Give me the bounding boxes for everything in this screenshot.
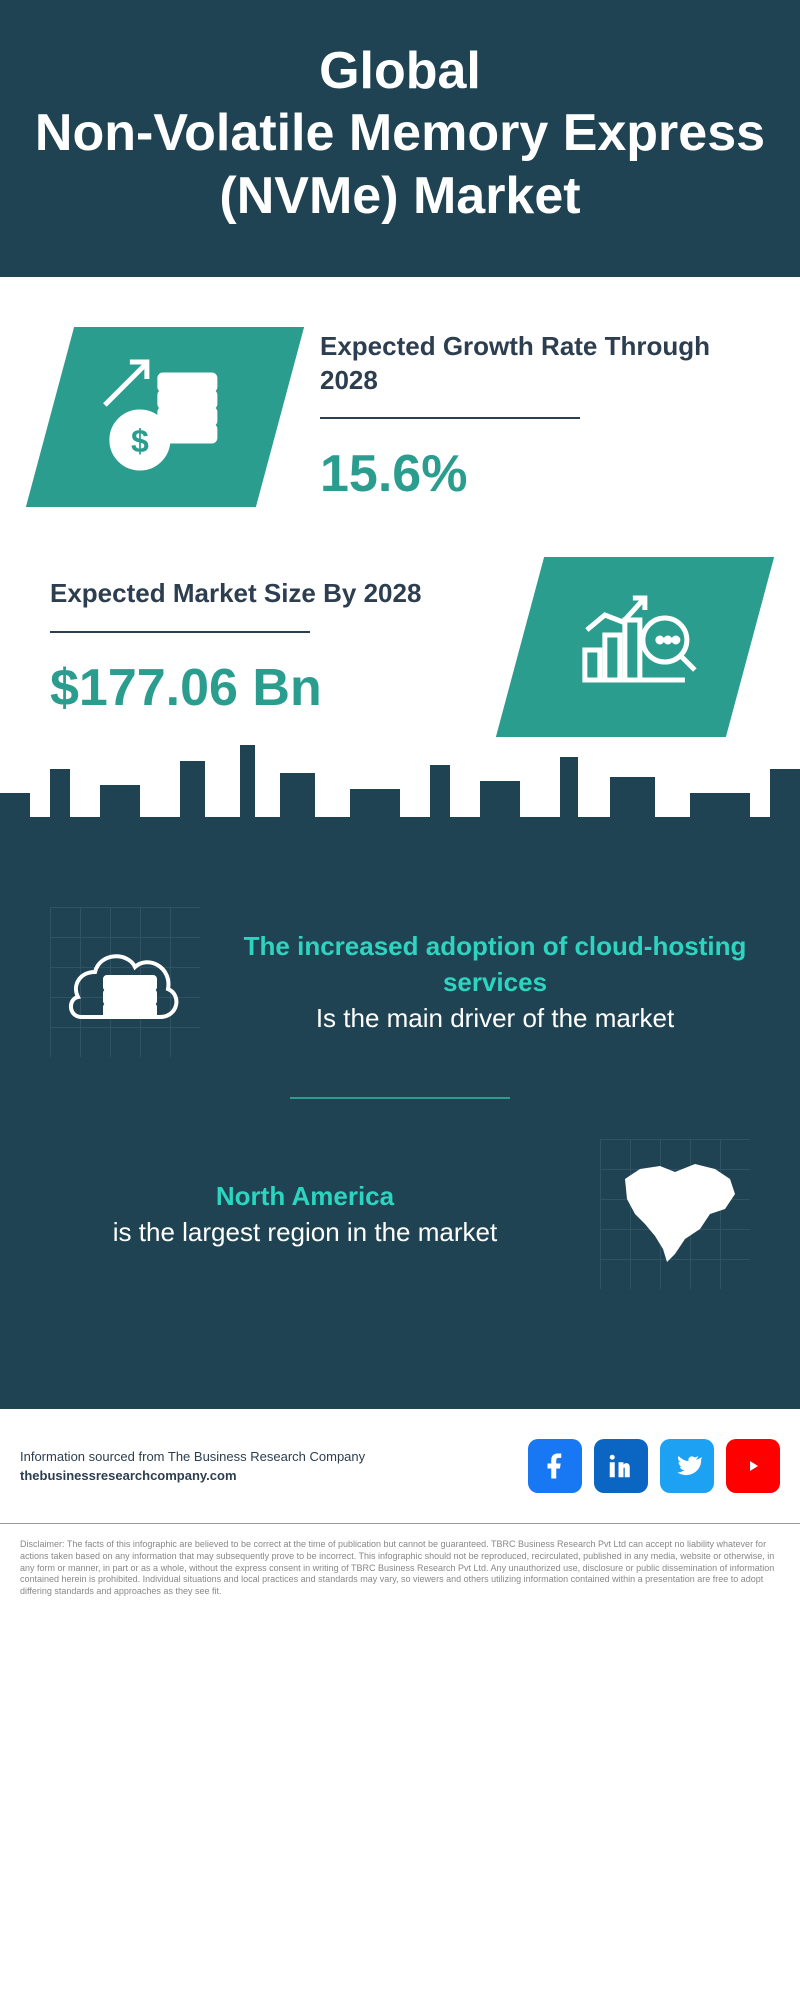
stat-row-growth: $ Expected Growth Rate Through 2028 15.6… — [50, 327, 750, 507]
linkedin-icon[interactable] — [594, 1439, 648, 1493]
insight-region: North America is the largest region in t… — [50, 1139, 750, 1289]
divider — [320, 417, 580, 419]
social-icons — [528, 1439, 780, 1493]
skyline-graphic — [0, 817, 800, 877]
header: Global Non-Volatile Memory Express (NVMe… — [0, 0, 800, 277]
analytics-icon — [565, 580, 705, 715]
growth-icon-container: $ — [26, 327, 304, 507]
analytics-icon-container — [496, 557, 774, 737]
source-line2: thebusinessresearchcompany.com — [20, 1466, 365, 1486]
twitter-icon[interactable] — [660, 1439, 714, 1493]
stat-growth-label: Expected Growth Rate Through 2028 — [320, 330, 750, 398]
stat-row-size: Expected Market Size By 2028 $177.06 Bn — [50, 557, 750, 737]
svg-text:$: $ — [131, 423, 149, 459]
insight-driver-body: Is the main driver of the market — [240, 1000, 750, 1036]
stat-growth-value: 15.6% — [320, 444, 750, 504]
insight-driver-highlight: The increased adoption of cloud-hosting … — [240, 928, 750, 1001]
stat-size-value: $177.06 Bn — [50, 658, 480, 718]
title-line1: Global — [319, 42, 481, 100]
divider-teal — [290, 1097, 510, 1099]
footer: Information sourced from The Business Re… — [0, 1409, 800, 1523]
disclaimer: Disclaimer: The facts of this infographi… — [0, 1523, 800, 1627]
stats-section: $ Expected Growth Rate Through 2028 15.6… — [0, 277, 800, 817]
cloud-server-icon — [50, 907, 200, 1057]
insight-region-body: is the largest region in the market — [113, 1217, 497, 1247]
source-text: Information sourced from The Business Re… — [20, 1447, 365, 1486]
page-title: Global Non-Volatile Memory Express (NVMe… — [20, 40, 780, 227]
insight-region-highlight: North America — [216, 1181, 394, 1211]
youtube-icon[interactable] — [726, 1439, 780, 1493]
stat-size: Expected Market Size By 2028 $177.06 Bn — [50, 577, 480, 718]
source-line1: Information sourced from The Business Re… — [20, 1447, 365, 1467]
facebook-icon[interactable] — [528, 1439, 582, 1493]
north-america-icon — [600, 1139, 750, 1289]
stat-growth: Expected Growth Rate Through 2028 15.6% — [320, 330, 750, 505]
stat-size-label: Expected Market Size By 2028 — [50, 577, 480, 611]
insight-region-text: North America is the largest region in t… — [50, 1178, 560, 1251]
title-line2: Non-Volatile Memory Express (NVMe) Marke… — [35, 104, 765, 224]
insight-driver-text: The increased adoption of cloud-hosting … — [240, 928, 750, 1037]
insights-section: The increased adoption of cloud-hosting … — [0, 877, 800, 1409]
divider — [50, 631, 310, 633]
insight-driver: The increased adoption of cloud-hosting … — [50, 907, 750, 1057]
growth-money-icon: $ — [95, 350, 235, 485]
